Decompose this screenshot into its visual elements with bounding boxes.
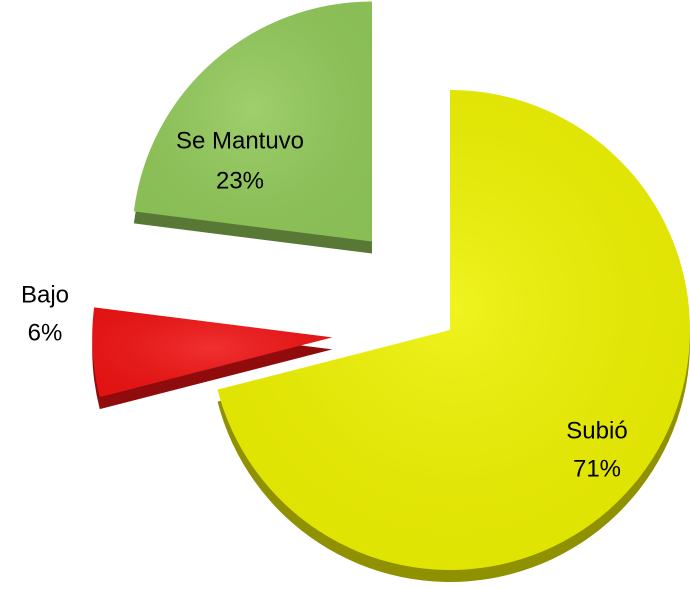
- data-label-value: 6%: [28, 319, 63, 346]
- data-label-name: Se Mantuvo: [176, 127, 304, 154]
- slice-shine: [217, 90, 690, 570]
- pie-slice: [133, 1, 372, 254]
- data-label-name: Bajo: [21, 281, 69, 308]
- data-label-name: Subió: [566, 417, 627, 444]
- pie-slice: [217, 90, 690, 583]
- data-label-value: 71%: [573, 455, 621, 482]
- slice-shine: [92, 307, 333, 398]
- pie-slice: [92, 307, 333, 410]
- slice-shine: [133, 1, 372, 242]
- data-label-value: 23%: [216, 167, 264, 194]
